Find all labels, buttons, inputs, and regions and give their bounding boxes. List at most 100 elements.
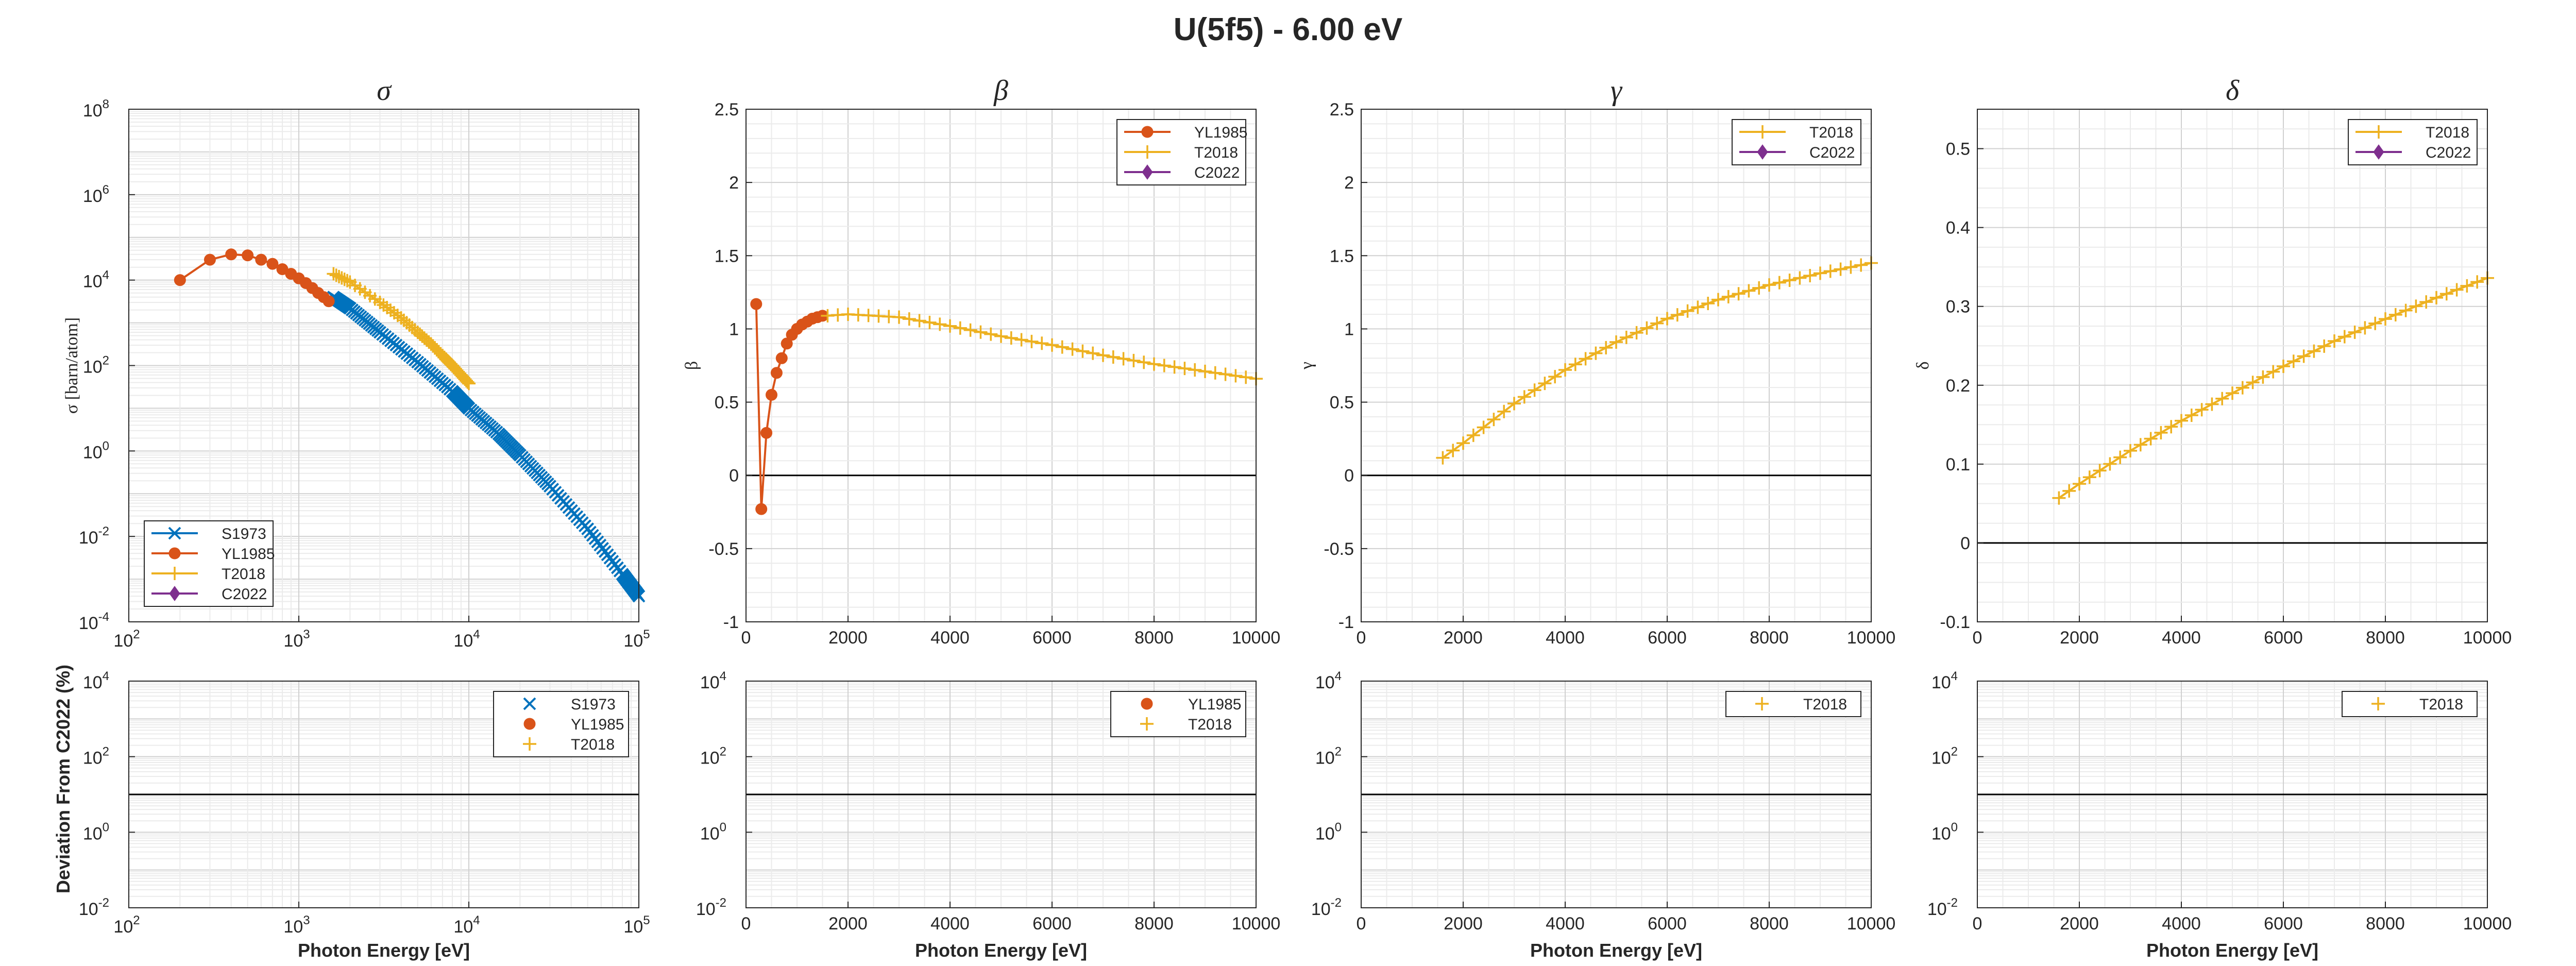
x-tick-label: 2000: [828, 628, 868, 648]
x-tick-label: 6000: [1648, 628, 1687, 648]
data-point: [1004, 331, 1018, 345]
data-point: [1619, 330, 1633, 344]
data-point: [1106, 350, 1120, 364]
data-point: [1188, 363, 1202, 377]
y-tick-label: 2: [729, 173, 739, 193]
x-tick-label: 0: [1357, 628, 1366, 648]
data-point: [1076, 344, 1090, 358]
data-point: [781, 337, 793, 350]
legend-label: T2018: [1809, 124, 1853, 141]
data-point: [1711, 293, 1725, 307]
data-point: [1783, 274, 1797, 287]
x-tick-label: 4000: [930, 914, 970, 934]
legend-entry: T2018: [1755, 696, 1847, 713]
y-tick-label: 2.5: [715, 100, 739, 120]
panel-delta: 0 2000 4000 6000 8000 10000-0.100.10.20.30.40…: [1913, 75, 2512, 648]
x-tick-label: 10000: [1232, 914, 1281, 934]
panel-title: δ: [2226, 75, 2240, 107]
data-point: [1528, 383, 1541, 397]
y-tick-label: -0.5: [708, 539, 739, 559]
panel-title: γ: [1611, 75, 1623, 107]
legend-marker: [1140, 717, 1154, 731]
y-tick-label: 0.1: [1946, 455, 1970, 474]
legend-marker: [2371, 697, 2385, 710]
legend-marker: [2372, 125, 2385, 139]
data-point: [974, 325, 988, 339]
y-tick-label: 10-2: [1927, 896, 1958, 919]
legend-entry: T2018: [523, 736, 615, 753]
y-tick-label: 100: [700, 820, 726, 843]
y-tick-label: 100: [1315, 820, 1342, 843]
legend: T2018: [1725, 691, 1861, 717]
y-tick-label: 100: [83, 439, 109, 462]
legend-box: [493, 691, 629, 757]
legend-label: YL1985: [222, 546, 275, 563]
y-tick-label: 0.5: [1946, 140, 1970, 159]
data-point: [2184, 408, 2198, 422]
data-point: [1137, 355, 1151, 369]
legend-marker: [168, 527, 181, 540]
legend-entry: T2018: [151, 566, 265, 583]
data-point: [2215, 392, 2229, 405]
data-point: [1762, 278, 1776, 292]
data-point: [2419, 295, 2433, 309]
data-point: [2235, 381, 2249, 395]
x-axis-label: Photon Energy [eV]: [2146, 940, 2318, 961]
data-point: [1229, 369, 1243, 383]
x-tick-label: 10000: [1847, 628, 1896, 648]
legend-label: T2018: [1194, 144, 1238, 161]
legend-label: S1973: [571, 696, 616, 713]
data-point: [1208, 366, 1222, 380]
data-point: [2379, 312, 2392, 326]
panel-deviation-3: 0 2000 4000 6000 8000 10000 10-2 100 102 104 Photo…: [1311, 669, 1895, 961]
data-point: [750, 298, 762, 310]
series-T2018: [1436, 256, 1878, 465]
y-tick-label: 104: [1931, 669, 1958, 692]
legend: S1973 YL1985 T2018: [493, 691, 629, 757]
y-tick-label: 1.5: [1330, 246, 1354, 266]
series-S1973: [327, 291, 646, 603]
x-tick-label: 10000: [1847, 914, 1896, 934]
x-tick-label: 4000: [1546, 914, 1585, 934]
legend: T2018 C2022: [2348, 119, 2478, 165]
x-tick-label: 2000: [1444, 914, 1483, 934]
legend-box: [2342, 691, 2478, 717]
legend-label: C2022: [222, 586, 267, 603]
data-point: [912, 314, 926, 328]
data-point: [2317, 339, 2331, 353]
data-point: [1814, 266, 1827, 280]
data-point: [2460, 279, 2474, 293]
y-tick-label: -0.5: [1324, 539, 1354, 559]
legend-marker: [1755, 697, 1769, 710]
x-tick-label: 2000: [2060, 628, 2099, 648]
axes-frame: [1361, 681, 1872, 908]
data-point: [225, 248, 238, 261]
legend-label: T2018: [2426, 124, 2469, 141]
panel-deviation-1: 102 103 104 105 10-2 100 102 104 Photon Energy […: [53, 665, 650, 961]
data-point: [1497, 404, 1511, 418]
y-tick-label: 104: [1315, 669, 1342, 692]
data-point: [377, 298, 391, 312]
data-point: [2450, 283, 2464, 297]
data-point: [2093, 464, 2107, 478]
data-point: [1538, 377, 1552, 391]
data-point: [1157, 359, 1171, 372]
data-point: [1803, 268, 1817, 282]
data-point: [1732, 287, 1745, 301]
figure-title: U(5f5) - 6.00 eV: [1174, 12, 1403, 47]
data-point: [1640, 321, 1654, 335]
data-point: [204, 253, 216, 266]
data-point: [1844, 260, 1858, 274]
data-point: [1477, 420, 1490, 434]
legend-marker: [523, 737, 536, 751]
data-point: [2328, 334, 2341, 348]
x-tick-label: 4000: [930, 628, 970, 648]
data-point: [1055, 340, 1069, 354]
x-tick-label: 104: [453, 628, 480, 651]
y-tick-label: 10-2: [1311, 896, 1342, 919]
data-point: [994, 329, 1008, 343]
x-tick-label: 2000: [2060, 914, 2099, 934]
y-tick-label: 102: [83, 354, 109, 377]
y-tick-label: 1.5: [715, 246, 739, 266]
